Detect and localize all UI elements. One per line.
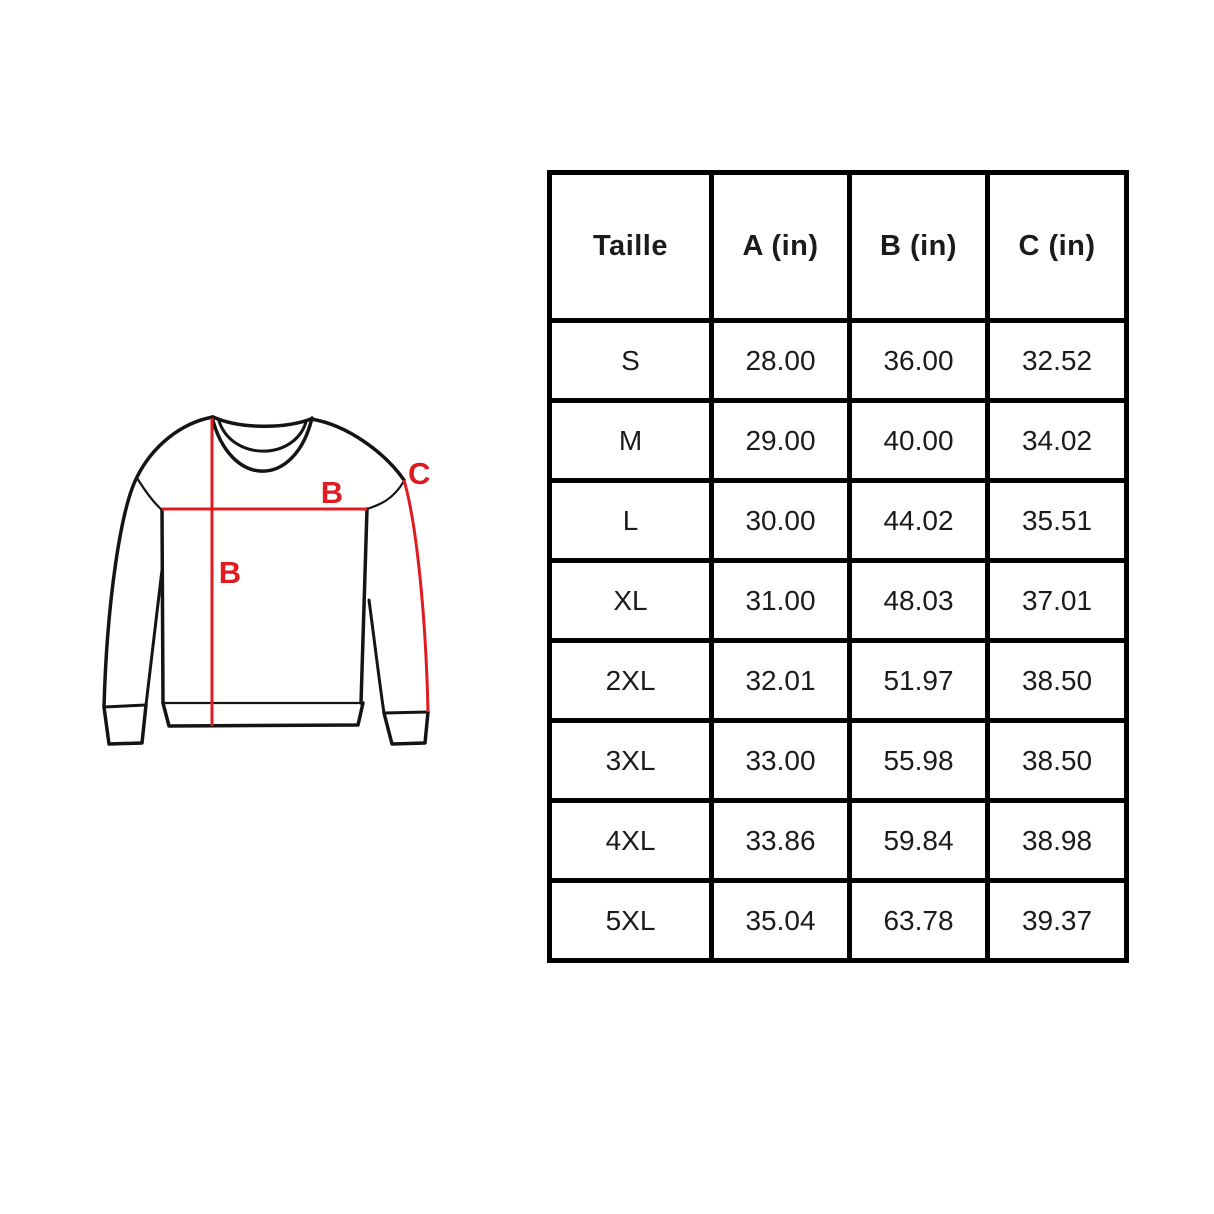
header-b: B (in) — [847, 170, 990, 323]
table-row: 5XL 35.04 63.78 39.37 — [547, 878, 1129, 963]
value-cell: 35.51 — [985, 478, 1129, 563]
value-cell: 28.00 — [709, 318, 852, 403]
header-a: A (in) — [709, 170, 852, 323]
table-row: 4XL 33.86 59.84 38.98 — [547, 798, 1129, 883]
value-cell: 30.00 — [709, 478, 852, 563]
size-cell: L — [547, 478, 714, 563]
size-cell: S — [547, 318, 714, 403]
table-row: M 29.00 40.00 34.02 — [547, 398, 1129, 483]
value-cell: 38.50 — [985, 718, 1129, 803]
hem-band-outline — [161, 701, 365, 728]
table-row: 2XL 32.01 51.97 38.50 — [547, 638, 1129, 723]
value-cell: 37.01 — [985, 558, 1129, 643]
value-cell: 32.01 — [709, 638, 852, 723]
value-cell: 36.00 — [847, 318, 990, 403]
right-sleeve-inner-edge — [367, 598, 386, 715]
collar-inner-arc — [217, 419, 308, 453]
left-cuff-top — [102, 703, 148, 709]
collar-back-arc — [211, 415, 313, 429]
table-row: 3XL 33.00 55.98 38.50 — [547, 718, 1129, 803]
body-left-edge — [160, 508, 165, 705]
value-cell: 48.03 — [847, 558, 990, 643]
right-armhole-seam — [365, 479, 406, 511]
collar-outer-arc — [210, 415, 314, 473]
size-cell: 5XL — [547, 878, 714, 963]
header-size: Taille — [547, 170, 714, 323]
table-header-row: Taille A (in) B (in) C (in) — [547, 170, 1129, 323]
left-sleeve-inner-edge — [144, 568, 164, 707]
value-cell: 55.98 — [847, 718, 990, 803]
size-cell: XL — [547, 558, 714, 643]
table-row: XL 31.00 48.03 37.01 — [547, 558, 1129, 643]
size-cell: 2XL — [547, 638, 714, 723]
sleeve-measure-line — [402, 479, 430, 713]
size-cell: 4XL — [547, 798, 714, 883]
left-armhole-seam — [135, 476, 164, 512]
value-cell: 34.02 — [985, 398, 1129, 483]
value-cell: 31.00 — [709, 558, 852, 643]
value-cell: 51.97 — [847, 638, 990, 723]
chest-measure-label: B — [321, 475, 343, 510]
table-row: L 30.00 44.02 35.51 — [547, 478, 1129, 563]
value-cell: 32.52 — [985, 318, 1129, 403]
value-cell: 39.37 — [985, 878, 1129, 963]
length-measure-label: B — [219, 555, 241, 590]
value-cell: 40.00 — [847, 398, 990, 483]
body-right-edge — [359, 507, 369, 705]
right-cuff-outline — [382, 710, 430, 746]
value-cell: 44.02 — [847, 478, 990, 563]
size-table: Taille A (in) B (in) C (in) S 28.00 36.0… — [547, 170, 1129, 963]
sleeve-measure-label: C — [408, 456, 430, 491]
value-cell: 63.78 — [847, 878, 990, 963]
right-shoulder-edge — [309, 417, 406, 482]
value-cell: 33.00 — [709, 718, 852, 803]
size-cell: M — [547, 398, 714, 483]
left-cuff-outline — [102, 703, 148, 746]
value-cell: 29.00 — [709, 398, 852, 483]
value-cell: 33.86 — [709, 798, 852, 883]
table-row: S 28.00 36.00 32.52 — [547, 318, 1129, 403]
value-cell: 38.50 — [985, 638, 1129, 723]
value-cell: 38.98 — [985, 798, 1129, 883]
size-cell: 3XL — [547, 718, 714, 803]
value-cell: 35.04 — [709, 878, 852, 963]
right-cuff-top — [382, 710, 430, 715]
header-c: C (in) — [985, 170, 1129, 323]
left-shoulder-sleeve-edge — [102, 415, 215, 709]
value-cell: 59.84 — [847, 798, 990, 883]
